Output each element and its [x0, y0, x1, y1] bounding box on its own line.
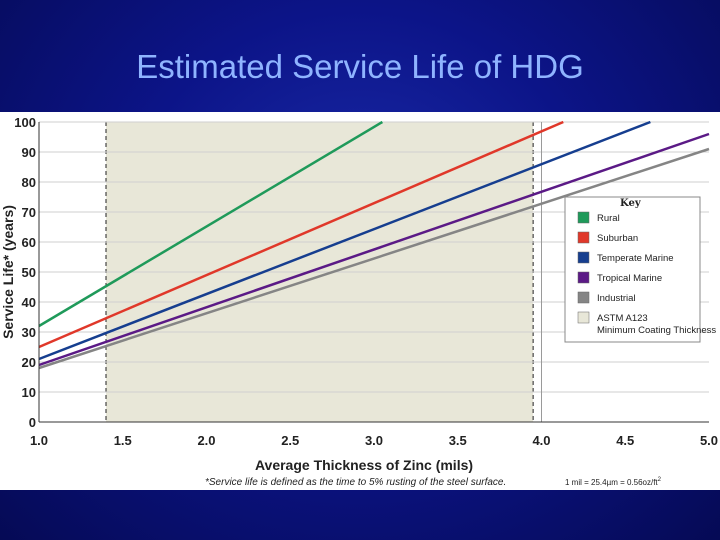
x-tick-label: 1.0 — [30, 433, 48, 448]
legend-label: Temperate Marine — [597, 253, 674, 264]
series-line-rural — [38, 120, 384, 328]
y-tick-label: 10 — [22, 385, 36, 400]
slide-title: Estimated Service Life of HDG — [136, 48, 584, 85]
legend-swatch — [577, 211, 590, 224]
legend-label: Industrial — [597, 293, 636, 304]
legend-label: Tropical Marine — [597, 273, 662, 284]
y-tick-label: 30 — [22, 325, 36, 340]
legend-swatch — [577, 291, 590, 304]
legend-swatch — [577, 271, 590, 284]
y-tick-label: 80 — [22, 175, 36, 190]
x-tick-label: 3.5 — [449, 433, 467, 448]
y-tick-label: 70 — [22, 205, 36, 220]
y-tick-label: 50 — [22, 265, 36, 280]
y-tick-label: 100 — [14, 115, 36, 130]
y-tick-label: 20 — [22, 355, 36, 370]
x-tick-label: 4.0 — [532, 433, 550, 448]
legend: Key Rural Suburban Temperate Marine Tropica… — [564, 196, 716, 343]
y-tick-label: 90 — [22, 145, 36, 160]
legend-swatch — [577, 311, 590, 324]
series-line-suburban — [38, 120, 564, 349]
service-life-chart: 0 10 20 30 40 50 60 70 80 90 100 1.0 1.5 2.0 2.5 3.0 3.5… — [0, 115, 718, 488]
chart-panel: 0 10 20 30 40 50 60 70 80 90 100 1.0 1.5 2.0 2.5 3.0 3.5… — [0, 112, 720, 490]
y-tick-label: 60 — [22, 235, 36, 250]
x-tick-label: 2.0 — [197, 433, 215, 448]
x-tick-label: 4.5 — [616, 433, 634, 448]
series-line-temperate-marine — [38, 120, 651, 361]
x-tick-label: 3.0 — [365, 433, 383, 448]
legend-label: Rural — [597, 213, 620, 224]
legend-swatch — [577, 231, 590, 244]
legend-label: ASTM A123 Minimum Coating Thickness — [597, 313, 716, 336]
unit-note: 1 mil = 25.4µm = 0.56oz/ft2 — [565, 477, 662, 487]
series-line-industrial — [38, 147, 710, 370]
legend-title: Key — [620, 198, 642, 209]
legend-swatch — [577, 251, 590, 264]
unit-note-text: 1 mil = 25.4µm = 0.56oz/ft — [565, 478, 658, 487]
footnote: *Service life is defined as the time to … — [205, 477, 506, 488]
y-tick-label: 0 — [29, 415, 36, 430]
y-tick-label: 40 — [22, 295, 36, 310]
unit-note-superscript: 2 — [658, 477, 662, 483]
series-line-tropical-marine — [38, 132, 710, 367]
y-axis-label: Service Life* (years) — [0, 205, 16, 339]
x-axis-label: Average Thickness of Zinc (mils) — [255, 457, 473, 473]
x-tick-label: 1.5 — [114, 433, 132, 448]
x-tick-label: 2.5 — [281, 433, 299, 448]
legend-label: Suburban — [597, 233, 638, 244]
x-tick-label: 5.0 — [700, 433, 718, 448]
